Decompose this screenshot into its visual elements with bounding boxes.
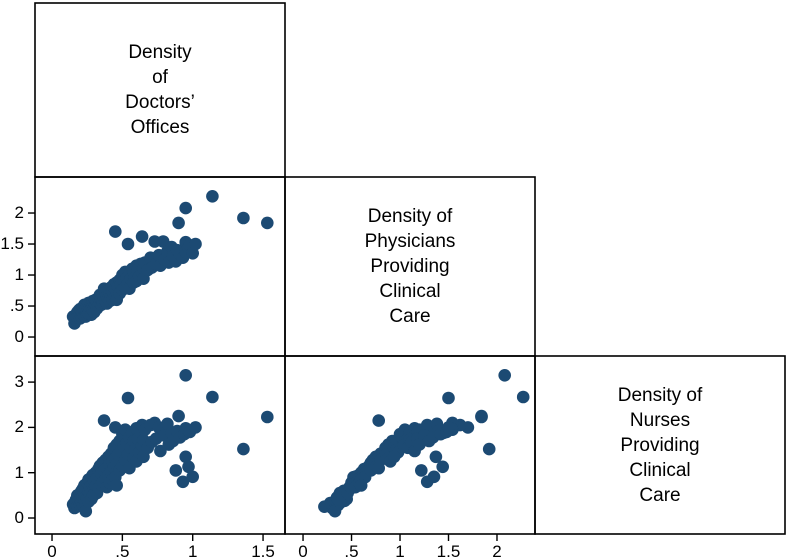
y-tick-label: 0 [14,327,24,347]
label-line: Care [639,484,681,506]
data-point [182,460,195,474]
data-point [354,479,368,492]
x-tick-label: 1.5 [251,542,275,560]
data-point [206,390,219,404]
data-point [475,410,488,424]
data-point [179,201,192,215]
data-point [442,421,455,434]
y-tick-label: .5 [9,296,24,316]
x-tick-label: 0 [298,542,308,560]
label-line: Offices [130,117,190,138]
data-point [328,504,342,518]
y-tick-label: 1 [14,462,24,482]
data-point [179,369,192,382]
label-line: Providing [620,434,700,456]
diagonal-label-doctors-offices: Density of Doctors’ Offices [35,3,285,177]
label-line: Density [128,42,192,63]
x-tick-label: .5 [115,542,130,560]
x-tick-label: 2 [492,542,502,560]
data-points-doctors-vs-physicians [66,190,274,330]
x-tick-label: 1 [187,542,198,560]
data-point [179,450,192,464]
data-point [109,225,122,238]
data-point [442,391,455,405]
data-point [516,390,530,404]
data-point [135,230,149,243]
data-point [110,479,123,492]
label-line: of [152,67,168,88]
y-tick-label: 2 [14,417,24,437]
data-point [237,211,250,225]
data-point [121,391,135,405]
label-line: Clinical [629,459,691,481]
x-tick-label: .5 [344,542,359,560]
data-point [189,237,202,251]
data-point [206,190,219,203]
data-point [176,475,190,489]
y-tick-label: 1 [14,265,24,285]
data-point [372,461,386,475]
data-point [121,237,135,251]
data-points-doctors-vs-nurses [66,369,274,518]
label-line: Density of [367,206,453,227]
label-line: Nurses [629,409,691,431]
label-line: Care [389,306,431,327]
data-point [372,414,386,427]
data-point [429,450,443,464]
data-point [186,470,199,484]
data-point [172,216,185,230]
data-point [79,504,93,518]
label-line: Density of [617,384,703,406]
y-tick-label: 2 [14,203,24,223]
data-point [261,410,274,424]
data-point [261,216,274,230]
x-tick-label: 0 [47,542,57,560]
data-point [427,470,441,484]
diagonal-label-physicians-clinical-care: Density of Physicians Providing Clinical… [285,177,535,356]
data-point [189,421,202,434]
y-tick-label: 3 [14,372,24,392]
label-line: Providing [370,256,450,277]
data-point [237,442,250,456]
cell-frame [284,355,536,535]
data-point [169,464,183,477]
y-tick-label: 1.5 [0,234,24,254]
data-point [498,369,512,382]
data-points-physicians-vs-nurses [318,369,530,518]
x-tick-label: 1.5 [436,542,461,560]
label-line: Physicians [364,231,456,252]
data-point [413,438,426,451]
data-point [482,442,496,456]
x-tick-label: 1 [395,542,405,560]
y-tick-label: 0 [14,508,24,527]
label-line: Clinical [379,281,441,302]
data-point [172,409,185,423]
data-point [415,464,428,477]
diagonal-label-nurses-clinical-care: Density of Nurses Providing Clinical Car… [535,356,785,534]
data-point [436,460,450,474]
data-point [97,414,111,427]
label-line: Doctors’ [125,92,195,113]
data-point [387,450,401,464]
